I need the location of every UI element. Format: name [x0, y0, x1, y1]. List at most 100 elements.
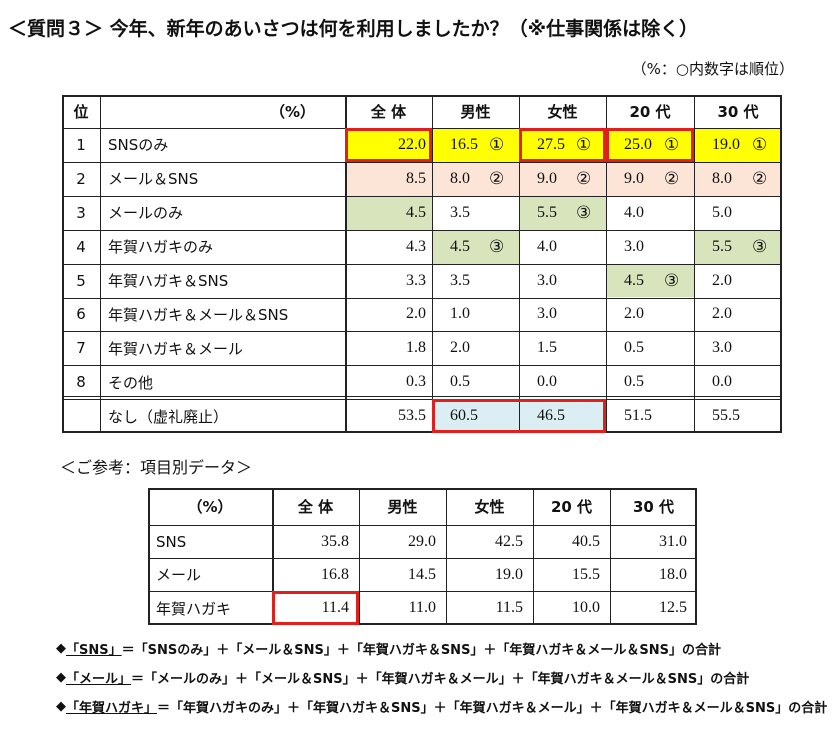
- table-border: [519, 95, 520, 434]
- note-term: 「メール」: [66, 671, 132, 687]
- row-label: メール＆SNS: [108, 170, 199, 189]
- cell-value: 5.5: [712, 237, 732, 255]
- row-label: メールのみ: [108, 204, 184, 223]
- rank-number: 6: [76, 305, 86, 324]
- cell-value: 2.0: [712, 305, 732, 323]
- table-border: [148, 591, 697, 592]
- table-border: [100, 95, 101, 434]
- cell-value: 3.3: [406, 271, 426, 289]
- cell-fill: [432, 399, 519, 434]
- cell-value: 8.0: [450, 169, 470, 187]
- row-label: なし（虚礼廃止）: [108, 407, 229, 426]
- rank-mark: ②: [576, 168, 592, 189]
- table-border: [694, 95, 695, 434]
- table-border: [62, 229, 782, 231]
- cell-fill: [694, 128, 782, 162]
- table-border: [62, 95, 782, 97]
- note-text: ＝「SNSのみ」＋「メール＆SNS」＋「年賀ハガキ＆SNS」＋「年賀ハガキ＆メー…: [121, 642, 722, 658]
- cell-value: 51.5: [624, 407, 652, 425]
- cell-fill: [345, 161, 432, 196]
- highlight-box: [606, 128, 694, 162]
- row-label: SNSのみ: [108, 136, 169, 155]
- rank-number: 8: [76, 373, 86, 392]
- cell-fill: [694, 229, 782, 264]
- cell-value: 0.0: [537, 373, 557, 391]
- column-header: 全 体: [297, 498, 334, 516]
- column-header: 男性: [460, 103, 491, 121]
- table-border: [62, 431, 782, 434]
- cell-value: 3.5: [450, 203, 470, 221]
- row-label: SNS: [156, 532, 187, 551]
- row-label: 年賀ハガキ＆SNS: [108, 272, 229, 291]
- rank-mark: ③: [664, 270, 680, 291]
- cell-fill: [606, 263, 694, 298]
- cell-value: 42.5: [495, 532, 523, 550]
- row-label: その他: [108, 373, 154, 392]
- cell-value: 3.0: [712, 339, 732, 357]
- cell-value: 8.5: [406, 169, 426, 187]
- column-header: （%）: [269, 103, 315, 121]
- rank-mark: ①: [576, 134, 592, 155]
- note: ◆ 「年賀ハガキ」 ＝「年賀ハガキのみ」＋「年賀ハガキ＆SNS」＋「年賀ハガキ＆メー…: [56, 694, 827, 718]
- subtitle: （%：○内数字は順位）: [631, 59, 794, 78]
- rank-mark: ③: [489, 236, 505, 257]
- cell-value: 19.0: [712, 135, 740, 153]
- cell-value: 8.0: [712, 169, 732, 187]
- table-border: [695, 488, 697, 625]
- cell-value: 3.0: [537, 271, 557, 289]
- cell-value: 4.0: [624, 203, 644, 221]
- cell-value: 16.5: [450, 135, 478, 153]
- column-header: 位: [73, 103, 89, 121]
- column-header: 全 体: [370, 103, 407, 121]
- cell-value: 40.5: [572, 532, 600, 550]
- column-header: （%）: [187, 498, 233, 516]
- rank-mark: ①: [489, 134, 505, 155]
- table-border: [148, 558, 697, 559]
- table-border: [148, 623, 697, 625]
- cell-value: 4.3: [406, 237, 426, 255]
- cell-fill: [345, 128, 432, 162]
- cell-fill: [432, 128, 519, 162]
- column-header: 20 代: [629, 103, 671, 121]
- note: ◆ 「SNS」 ＝「SNSのみ」＋「メール＆SNS」＋「年賀ハガキ＆SNS」＋「年賀…: [56, 636, 721, 660]
- rank-number: 2: [76, 169, 86, 188]
- rank-number: 3: [76, 203, 86, 222]
- cell-value: 29.0: [408, 532, 436, 550]
- table-border: [62, 161, 782, 163]
- cell-value: 4.0: [537, 237, 557, 255]
- column-header: 女性: [547, 103, 578, 121]
- cell-value: 4.5: [624, 271, 644, 289]
- cell-value: 11.0: [408, 599, 436, 616]
- cell-value: 0.5: [624, 373, 644, 391]
- column-header: 男性: [387, 498, 418, 516]
- cell-fill: [345, 195, 432, 230]
- cell-fill: [606, 161, 694, 196]
- row-label: 年賀ハガキのみ: [108, 238, 214, 257]
- rank-number: 1: [76, 135, 86, 154]
- cell-value: 4.5: [450, 237, 470, 255]
- cell-value: 1.0: [450, 305, 470, 323]
- table-border: [62, 297, 782, 299]
- table-border: [62, 195, 782, 197]
- cell-value: 5.5: [537, 203, 557, 221]
- row-label: 年賀ハガキ: [156, 599, 232, 618]
- cell-value: 2.0: [450, 339, 470, 357]
- cell-value: 2.0: [712, 271, 732, 289]
- title: ＜質問３＞ 今年、新年のあいさつは何を利用しましたか？（※仕事関係は除く）: [8, 17, 699, 40]
- cell-value: 2.0: [624, 305, 644, 323]
- table-border: [780, 95, 782, 434]
- cell-fill: [432, 229, 519, 264]
- note-text: ＝「メールのみ」＋「メール＆SNS」＋「年賀ハガキ＆メール」＋「年賀ハガキ＆メー…: [131, 671, 750, 687]
- cell-value: 1.8: [406, 339, 426, 357]
- cell-value: 12.5: [659, 599, 687, 616]
- cell-fill: [432, 161, 519, 196]
- table-border: [148, 525, 697, 526]
- cell-value: 9.0: [537, 169, 557, 187]
- table-border: [62, 365, 782, 367]
- note-mark: ◆: [56, 669, 66, 685]
- cell-value: 10.0: [572, 599, 600, 616]
- cell-value: 1.5: [537, 339, 557, 357]
- reference-title: ＜ご参考：項目別データ＞: [60, 458, 253, 477]
- row-label: メール: [156, 566, 202, 584]
- highlight-box: [345, 128, 432, 162]
